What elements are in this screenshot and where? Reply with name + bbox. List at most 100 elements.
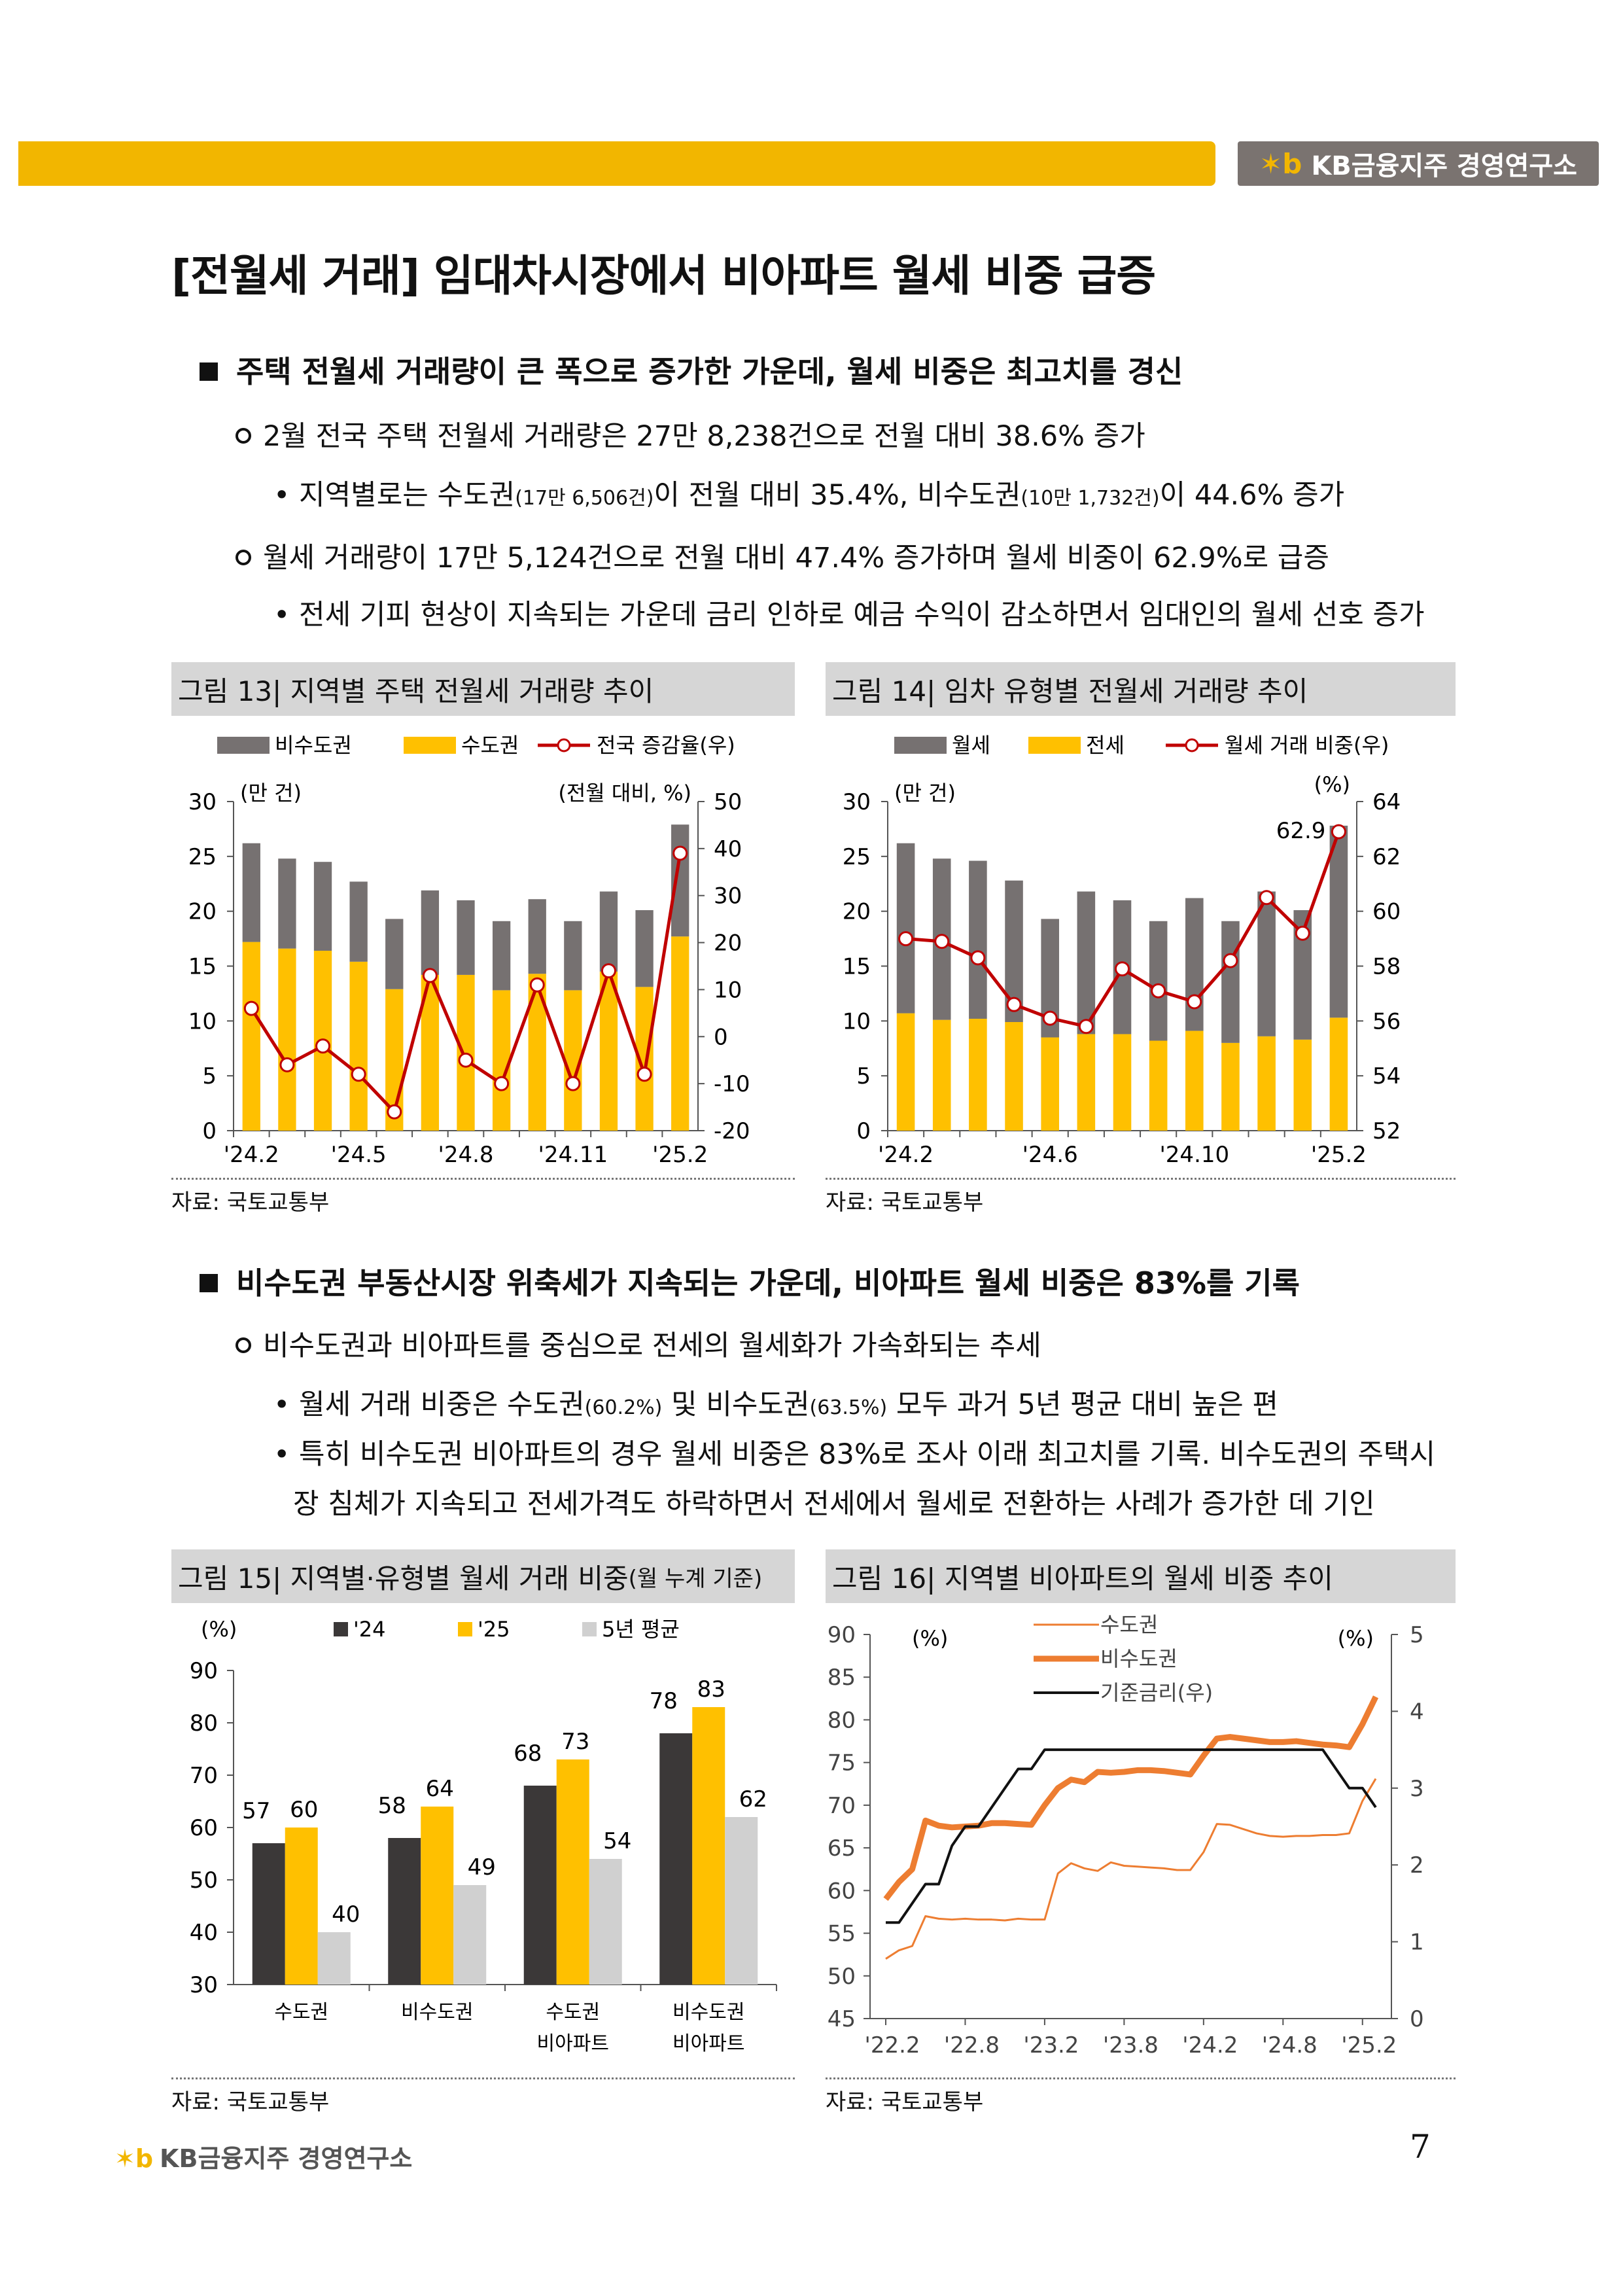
section1-bullet2-sub-text: 전세 기피 현상이 지속되는 가운데 금리 인하로 예금 수익이 감소하면서 임…	[299, 599, 1425, 631]
x-tick-label: 비수도권	[401, 2001, 473, 2024]
line-marker	[1187, 994, 1202, 1010]
y-tick-label: 25	[843, 844, 871, 870]
bar-'25	[285, 1828, 318, 1985]
y-tick-label: 50	[828, 1964, 856, 1990]
section1-bullet1-sub: • 지역별로는 수도권(17만 6,506건)이 전월 대비 35.4%, 비수…	[273, 479, 1345, 512]
line-marker	[1078, 1019, 1094, 1034]
line-marker	[279, 1057, 295, 1072]
legend-swatch-5년 평균	[582, 1622, 597, 1636]
line-marker	[601, 963, 616, 979]
sub-text-b-small: (10만 1,732건)	[1021, 487, 1160, 510]
x-tick-label: '24.10	[1159, 1142, 1229, 1168]
line-marker	[422, 968, 438, 983]
y-tick-label: 50	[190, 1867, 218, 1894]
y-tick-label: 40	[190, 1920, 218, 1946]
bar-비수도권	[564, 921, 582, 991]
y2-tick-label: 4	[1410, 1699, 1424, 1725]
fig16-chart: (%) (%)45505560657075808590012345'22.2'22…	[828, 1612, 1424, 2058]
x-tick-label: '25.2	[652, 1142, 708, 1168]
sub1-text-a: 월세 거래 비중은 수도권	[299, 1388, 585, 1421]
bar-5년 평균	[589, 1859, 622, 1985]
legend-swatch-수도권	[404, 737, 456, 754]
y2-tick-label: 2	[1410, 1852, 1424, 1879]
y2-tick-label: 40	[714, 836, 742, 862]
sub1-text-b: 및 비수도권	[662, 1388, 810, 1421]
data-label: 73	[561, 1729, 589, 1755]
fig14-source: 자료: 국토교통부	[826, 1190, 984, 1216]
y2-tick-label: 50	[714, 789, 742, 815]
y2-tick-label: -20	[714, 1118, 750, 1144]
bar-수도권	[278, 948, 296, 1131]
line-marker	[1331, 824, 1346, 839]
line-marker	[387, 1104, 402, 1120]
bar-'24	[252, 1843, 285, 1985]
section2-sub1: • 월세 거래 비중은 수도권(60.2%) 및 비수도권(63.5%) 모두 …	[273, 1388, 1278, 1421]
y-tick-label: 60	[190, 1815, 218, 1841]
y2-tick-label: 60	[1372, 899, 1401, 925]
y-tick-label: 45	[828, 2006, 856, 2032]
circle-bullet-icon	[236, 549, 251, 565]
bar-비수도권	[671, 824, 689, 937]
fig14-chart: 월세 전세 월세 거래 비중(우) (만 건) (%) 0 5 10 15 20 25 30 52 54 5…	[843, 733, 1401, 1168]
section1-heading: 주택 전월세 거래량이 큰 폭으로 증가한 가운데, 월세 비중은 최고치를 경…	[200, 348, 1183, 391]
sub1-text-a-small: (60.2%)	[584, 1396, 663, 1419]
fig13-source: 자료: 국토교통부	[171, 1190, 330, 1216]
y-tick-label: 20	[188, 899, 217, 925]
bar-전세	[969, 1018, 987, 1131]
footer-brand-text: KB금융지주 경영연구소	[160, 2144, 413, 2173]
x-tick-label: '24.6	[1022, 1142, 1078, 1168]
line-marker	[1259, 890, 1274, 906]
fig15-source: 자료: 국토교통부	[171, 2089, 330, 2115]
x-tick-label: '24.2	[224, 1142, 279, 1168]
y-tick-label: 15	[188, 954, 217, 980]
y-tick-label: 30	[190, 1972, 218, 1998]
y2-tick-label: 62	[1372, 844, 1401, 870]
legend-marker	[557, 738, 571, 752]
y2-tick-label: 58	[1372, 954, 1401, 980]
data-label: 49	[468, 1854, 496, 1881]
line-marker	[1042, 1010, 1058, 1026]
circle-bullet-icon	[236, 427, 251, 444]
bar-비수도권	[599, 891, 618, 972]
line-marker	[637, 1067, 652, 1082]
bar-비수도권	[635, 910, 654, 987]
data-label: 62	[739, 1786, 767, 1812]
x-tick-label: 수도권	[274, 2001, 328, 2024]
line-marker	[458, 1052, 474, 1068]
bar-'25	[556, 1759, 589, 1985]
bar-월세	[1185, 898, 1204, 1031]
bar-'24	[388, 1838, 421, 1985]
y2-tick-label: 64	[1372, 789, 1401, 815]
line-marker	[898, 931, 914, 947]
square-bullet-icon	[200, 1273, 218, 1292]
x-tick-label: '24.5	[331, 1142, 387, 1168]
line-marker	[1151, 983, 1166, 998]
line-수도권	[885, 1778, 1377, 1960]
line-marker	[1223, 953, 1238, 968]
bar-전세	[1329, 1017, 1348, 1131]
y-tick-label: 90	[828, 1622, 856, 1648]
y2-tick-label: 52	[1372, 1118, 1401, 1144]
x-tick-label: '24.11	[538, 1142, 608, 1168]
bar-전세	[1005, 1022, 1023, 1131]
square-bullet-icon	[200, 362, 218, 381]
bar-비수도권	[528, 899, 546, 974]
y-tick-label: 0	[202, 1118, 217, 1144]
legend-label: 전세	[1086, 733, 1125, 758]
bar-전세	[1041, 1037, 1059, 1131]
sub-text-b: 이 전월 대비 35.4%, 비수도권	[654, 479, 1021, 512]
legend-label: 5년 평균	[602, 1617, 680, 1642]
y2-tick-label: 56	[1372, 1008, 1401, 1034]
section1-bullet1-text: 2월 전국 주택 전월세 거래량은 27만 8,238건으로 전월 대비 38.…	[263, 420, 1145, 453]
line-marker	[672, 845, 688, 861]
line-marker	[1006, 997, 1022, 1012]
header-bar	[18, 141, 1215, 186]
header-brand-text: KB금융지주 경영연구소	[1311, 151, 1577, 181]
y-tick-label: 60	[828, 1878, 856, 1904]
x-tick-label-line2: 비아파트	[537, 2032, 609, 2055]
bar-비수도권	[385, 919, 404, 989]
bar-전세	[1113, 1034, 1132, 1131]
y-tick-label: 25	[188, 844, 217, 870]
line-marker	[315, 1038, 331, 1054]
data-label: 54	[603, 1828, 631, 1854]
